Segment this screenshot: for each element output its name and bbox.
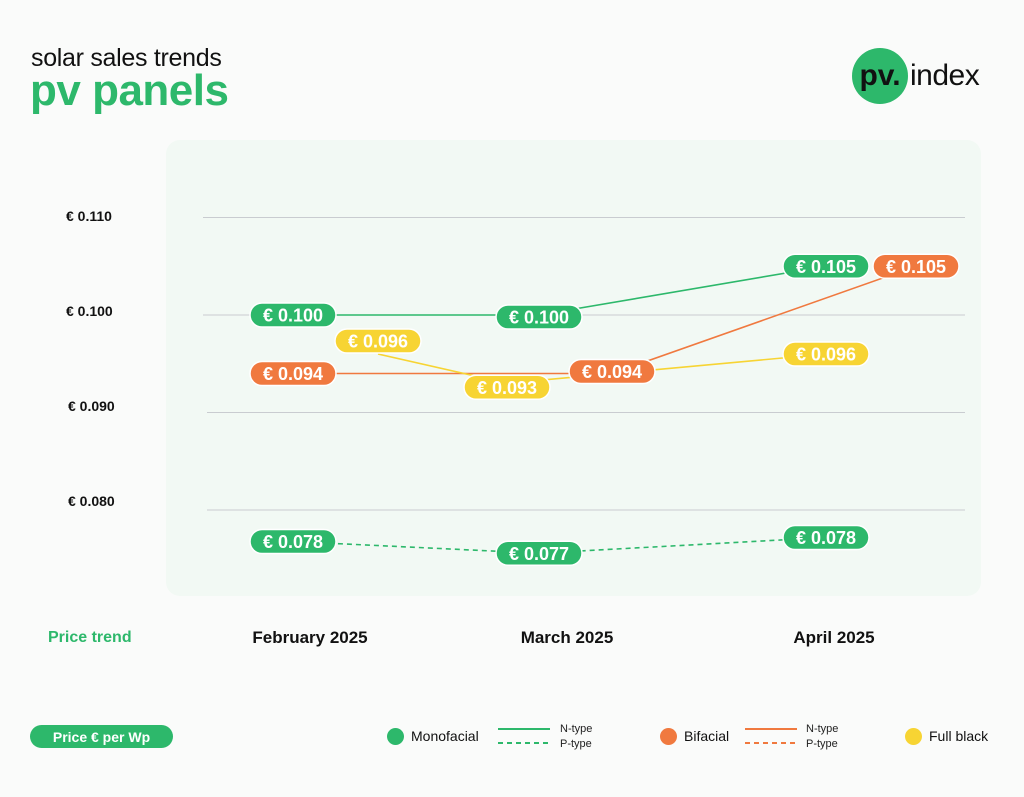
data-label: € 0.096 <box>782 341 870 367</box>
y-tick-label: € 0.090 <box>68 398 115 414</box>
data-label-text: € 0.077 <box>509 544 569 564</box>
data-label: € 0.105 <box>872 253 960 279</box>
legend-monofacial-lines <box>498 728 550 744</box>
legend-bifacial-lines <box>745 728 797 744</box>
data-label: € 0.096 <box>334 328 422 354</box>
x-category-label: February 2025 <box>252 628 368 647</box>
data-label-text: € 0.105 <box>796 257 856 277</box>
logo-mark: pv. <box>852 48 908 104</box>
data-label-pill <box>249 302 337 328</box>
legend-n-type-label: N-type <box>806 723 839 735</box>
data-label: € 0.094 <box>568 358 656 385</box>
legend-p-type-label: P-type <box>806 738 838 750</box>
y-tick-label: € 0.080 <box>68 493 115 509</box>
x-category-label: March 2025 <box>520 628 614 647</box>
data-label: € 0.077 <box>495 540 583 566</box>
data-label-pill <box>782 253 870 279</box>
logo-mark-text: pv. <box>859 59 901 92</box>
logo-word: index <box>910 59 980 92</box>
data-label-pill <box>495 540 583 566</box>
data-label-pill <box>782 524 870 551</box>
legend-full-black-dot <box>905 728 922 745</box>
legend-monofacial-dot <box>387 728 404 745</box>
data-label-text: € 0.094 <box>582 362 642 382</box>
page-title: pv panels <box>30 66 229 115</box>
logo: pv. index <box>852 48 980 104</box>
y-tick-label: € 0.110 <box>66 208 112 224</box>
data-label-pill <box>782 341 870 367</box>
subtitle: solar sales trends <box>31 44 222 72</box>
legend-monofacial-label: Monofacial <box>411 728 479 744</box>
legend-bifacial-label: Bifacial <box>684 728 730 744</box>
data-label-pill <box>249 360 337 387</box>
data-label-pill <box>334 328 422 354</box>
data-label: € 0.078 <box>782 524 870 551</box>
data-label: € 0.100 <box>249 302 337 328</box>
y-tick-label: € 0.100 <box>66 303 113 319</box>
price-trend-label: Price trend <box>48 629 132 646</box>
data-label: € 0.093 <box>463 374 551 400</box>
data-label-pill <box>872 253 960 279</box>
x-category-label: April 2025 <box>793 628 875 647</box>
data-label-pill <box>463 374 551 400</box>
data-label-text: € 0.078 <box>796 528 856 548</box>
data-label: € 0.105 <box>782 253 870 279</box>
data-label-text: € 0.093 <box>477 378 537 398</box>
legend-bifacial-dot <box>660 728 677 745</box>
legend-full-black-label: Full black <box>929 728 989 744</box>
unit-badge: Price € per Wp <box>30 725 173 748</box>
data-label-text: € 0.100 <box>509 308 569 328</box>
data-label-pill <box>495 304 583 330</box>
data-label-text: € 0.096 <box>348 332 408 352</box>
data-label: € 0.100 <box>495 304 583 330</box>
data-label-text: € 0.105 <box>886 257 946 277</box>
data-label-text: € 0.078 <box>263 532 323 552</box>
data-label-pill <box>249 528 337 555</box>
data-label: € 0.094 <box>249 360 337 387</box>
data-label: € 0.078 <box>249 528 337 555</box>
data-label-text: € 0.096 <box>796 345 856 365</box>
data-label-text: € 0.094 <box>263 364 323 384</box>
legend-n-type-label: N-type <box>560 723 593 735</box>
legend-p-type-label: P-type <box>560 738 592 750</box>
data-label-text: € 0.100 <box>263 306 323 326</box>
data-label-pill <box>568 358 656 385</box>
